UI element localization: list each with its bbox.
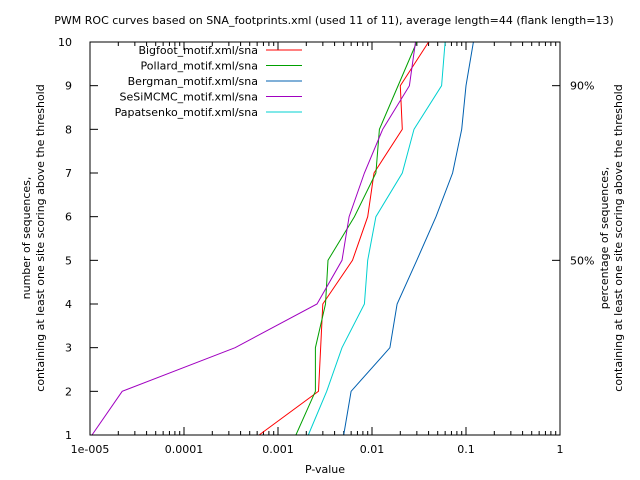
x-tick-label: 0.1 xyxy=(457,443,475,456)
y-axis-label-line-1: number of sequences, xyxy=(20,177,33,300)
series-line xyxy=(307,41,446,436)
series-line xyxy=(343,41,474,436)
legend: Bigfoot_motif.xml/sna Pollard_motif.xml/s… xyxy=(115,44,302,119)
y-tick-label: 10 xyxy=(58,36,72,49)
x-tick-label: 1e-005 xyxy=(71,443,110,456)
y-axis-label: number of sequences, containing at least… xyxy=(20,84,47,391)
series-lines xyxy=(91,41,474,436)
y-tick-label: 1 xyxy=(65,429,72,442)
chart-title: PWM ROC curves based on SNA_footprints.x… xyxy=(54,14,613,27)
legend-label: Papatsenko_motif.xml/sna xyxy=(115,106,258,119)
y-tick-label: 8 xyxy=(65,123,72,136)
x-tick-label: 0.0001 xyxy=(165,443,204,456)
y-tick-label: 4 xyxy=(65,298,72,311)
y-tick-label: 7 xyxy=(65,167,72,180)
y2-ticks: 50% 90% xyxy=(552,80,594,267)
y2-axis-label: percentage of sequences, containing at l… xyxy=(598,84,625,391)
legend-label: SeSiMCMC_motif.xml/sna xyxy=(120,91,258,104)
legend-label: Bergman_motif.xml/sna xyxy=(128,75,258,88)
x-tick-label: 0.001 xyxy=(262,443,294,456)
series-line xyxy=(258,41,430,436)
legend-label: Pollard_motif.xml/sna xyxy=(141,60,258,73)
y-axis-label-line-2: containing at least one site scoring abo… xyxy=(34,84,47,391)
x-axis-label: P-value xyxy=(305,463,345,476)
x-tick-label: 0.01 xyxy=(360,443,385,456)
y-tick-label: 5 xyxy=(65,254,72,267)
y2-tick-label: 50% xyxy=(570,254,594,267)
y-ticks: 1 2 3 4 5 6 7 8 9 10 xyxy=(58,36,98,442)
y2-tick-label: 90% xyxy=(570,80,594,93)
y2-axis-label-line-1: percentage of sequences, xyxy=(598,167,611,309)
series-line xyxy=(91,41,416,436)
x-tick-label: 1 xyxy=(557,443,564,456)
y-tick-label: 6 xyxy=(65,211,72,224)
y2-axis-label-line-2: containing at least one site scoring abo… xyxy=(612,84,625,391)
series-line xyxy=(295,41,418,436)
y-tick-label: 3 xyxy=(65,342,72,355)
plot-frame xyxy=(89,41,561,436)
x-ticks: 1e-005 0.0001 0.001 0.01 0.1 1 xyxy=(71,42,564,456)
y-tick-label: 9 xyxy=(65,80,72,93)
y-tick-label: 2 xyxy=(65,385,72,398)
legend-label: Bigfoot_motif.xml/sna xyxy=(138,44,258,57)
